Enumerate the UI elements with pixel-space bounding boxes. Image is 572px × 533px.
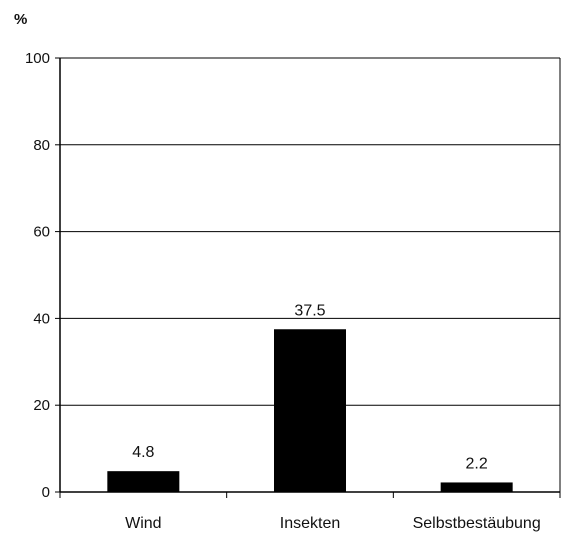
y-tick-label: 20 <box>33 397 50 414</box>
axes <box>55 57 561 498</box>
y-tick-label: 100 <box>25 50 50 67</box>
bar-wind <box>107 471 180 492</box>
category-label: Wind <box>125 515 161 532</box>
y-tick-label: 0 <box>42 484 50 501</box>
y-tick-label: 60 <box>33 224 50 241</box>
y-unit-label: % <box>14 11 27 28</box>
y-tick-label: 80 <box>33 137 50 154</box>
data-label: 37.5 <box>294 302 325 319</box>
category-label: Insekten <box>280 515 340 532</box>
bars <box>107 329 513 492</box>
data-label: 2.2 <box>466 455 488 472</box>
bar-insekten <box>274 329 346 492</box>
labels: % 0 20 40 60 80 100 4.8 Wind 37.5 Insekten 2.2 Selb… <box>14 11 541 532</box>
data-label: 4.8 <box>132 444 154 461</box>
y-tick-label: 40 <box>33 310 50 327</box>
bar-selbstbestäubung <box>440 482 513 492</box>
category-label: Selbstbestäubung <box>413 515 541 532</box>
